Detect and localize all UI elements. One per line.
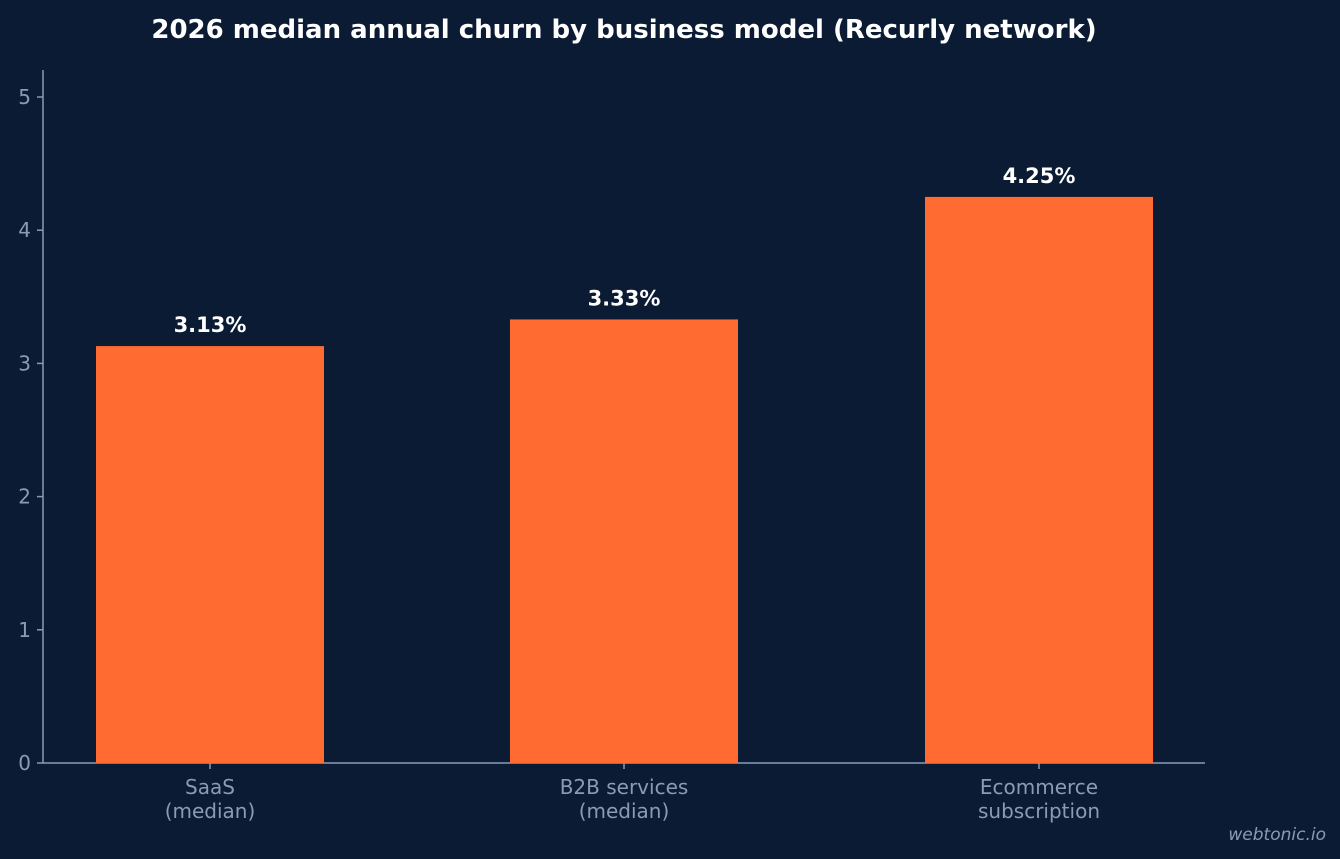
x-tick-label: (median) xyxy=(165,799,256,823)
y-tick-label: 2 xyxy=(18,485,31,509)
data-label: 3.33% xyxy=(588,286,661,310)
x-axis xyxy=(43,762,1205,769)
data-label: 3.13% xyxy=(174,313,247,337)
value-labels: 3.13% 3.33% 4.25% xyxy=(174,164,1076,337)
data-label: 4.25% xyxy=(1003,164,1076,188)
x-tick-label: Ecommerce xyxy=(980,775,1098,799)
bar xyxy=(96,346,324,763)
y-tick-label: 0 xyxy=(18,751,31,775)
x-tick-label: B2B services xyxy=(560,775,689,799)
bar xyxy=(510,319,738,763)
category-labels: SaaS(median)B2B services(median)Ecommerc… xyxy=(165,775,1100,823)
y-axis: 0 1 2 3 4 5 xyxy=(18,70,44,775)
chart-title: 2026 median annual churn by business mod… xyxy=(151,15,1096,45)
y-tick-label: 1 xyxy=(18,618,31,642)
bar xyxy=(925,196,1153,763)
y-tick-label: 5 xyxy=(18,85,31,109)
y-tick-label: 4 xyxy=(18,218,31,242)
bars xyxy=(96,196,1153,763)
x-tick-label: subscription xyxy=(978,799,1100,823)
y-tick-label: 3 xyxy=(18,351,31,375)
watermark: webtonic.io xyxy=(1228,825,1326,845)
x-tick-label: (median) xyxy=(579,799,670,823)
x-tick-label: SaaS xyxy=(185,775,235,799)
